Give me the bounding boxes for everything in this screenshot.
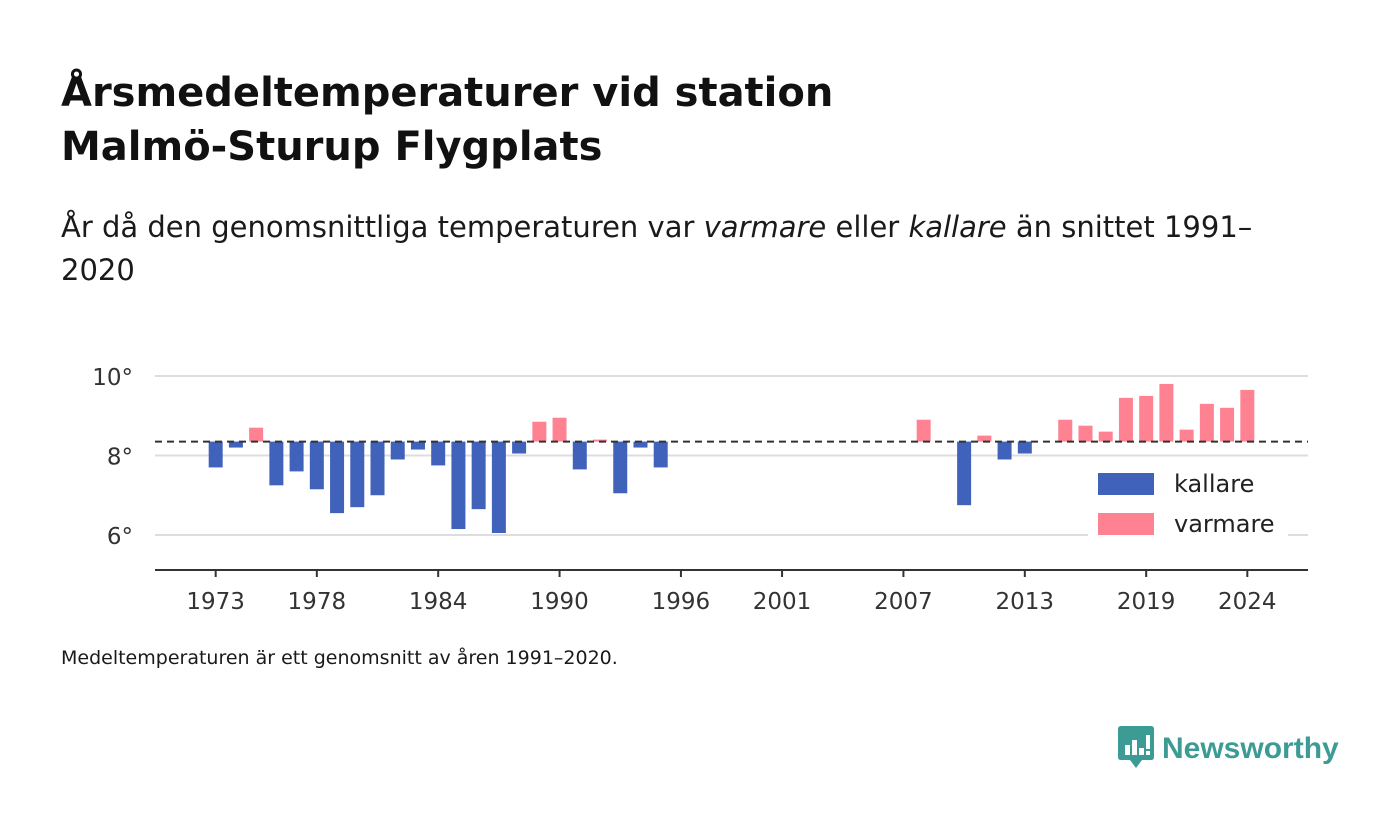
bars-layer	[208, 383, 1255, 534]
bar-kallare	[451, 441, 466, 530]
x-tick-label: 1973	[186, 589, 245, 615]
x-tick-label: 1978	[288, 589, 347, 615]
subtitle-part-3: än snittet 1991–2020	[61, 210, 1253, 287]
bar-kallare	[1017, 441, 1032, 454]
x-tick-label: 2007	[874, 589, 933, 615]
bar-kallare	[997, 441, 1012, 460]
bar-varmare	[1058, 419, 1073, 442]
bar-varmare	[1159, 383, 1174, 442]
bar-kallare	[491, 441, 506, 534]
bar-varmare	[977, 435, 992, 442]
bar-kallare	[410, 441, 425, 450]
y-tick-label: 6°	[107, 524, 133, 550]
axis-layer: 6° 8° 10° 1973 1978 1984 1990 1996 2001 2007 2013 2…	[92, 365, 1308, 615]
bar-kallare	[512, 441, 527, 454]
x-tick-label: 1996	[652, 589, 711, 615]
subtitle-part-2: eller	[826, 210, 909, 244]
bar-varmare	[1118, 397, 1133, 442]
x-tick-label: 2024	[1218, 589, 1277, 615]
bar-kallare	[289, 441, 304, 472]
bar-kallare	[957, 441, 972, 506]
bar-varmare	[532, 421, 547, 442]
bar-varmare	[1078, 425, 1093, 442]
bar-varmare	[1139, 395, 1154, 442]
bar-varmare	[249, 427, 264, 442]
bar-kallare	[330, 441, 345, 514]
legend-swatch-kallare	[1098, 473, 1154, 495]
x-tick-label: 2013	[996, 589, 1055, 615]
bar-kallare	[370, 441, 385, 496]
chart-subtitle: År då den genomsnittliga temperaturen va…	[61, 206, 1311, 292]
bar-kallare	[431, 441, 446, 466]
subtitle-emphasis-warmer: varmare	[703, 210, 827, 244]
title-line-2: Malmö-Sturup Flygplats	[61, 124, 603, 170]
bar-varmare	[916, 419, 931, 442]
newsworthy-logo-icon	[1118, 726, 1154, 768]
bar-varmare	[1098, 431, 1113, 442]
bar-kallare	[572, 441, 587, 470]
footnote: Medeltemperaturen är ett genomsnitt av å…	[61, 647, 618, 669]
bar-kallare	[208, 441, 223, 468]
bar-kallare	[613, 441, 628, 494]
bar-varmare	[1179, 429, 1194, 442]
subtitle-part-1: År då den genomsnittliga temperaturen va…	[61, 210, 704, 244]
bar-kallare	[309, 441, 324, 490]
legend-label-kallare: kallare	[1174, 470, 1254, 498]
brand-name: Newsworthy	[1162, 732, 1339, 765]
bar-varmare	[1240, 389, 1255, 442]
bar-kallare	[633, 441, 648, 448]
bar-kallare	[653, 441, 668, 468]
y-tick-label: 8°	[107, 445, 133, 471]
bar-varmare	[1199, 403, 1214, 442]
bar-kallare	[228, 441, 243, 448]
brand-logo[interactable]: Newsworthy	[1118, 726, 1339, 772]
bar-varmare	[552, 417, 567, 442]
bar-kallare	[390, 441, 405, 460]
legend-swatch-varmare	[1098, 513, 1154, 535]
y-tick-label: 10°	[92, 365, 133, 391]
x-tick-label: 1984	[409, 589, 468, 615]
legend-label-varmare: varmare	[1174, 510, 1275, 538]
chart-legend: kallare varmare	[1088, 464, 1288, 538]
bar-kallare	[471, 441, 486, 510]
bar-varmare	[1220, 407, 1235, 442]
x-tick-label: 1990	[530, 589, 589, 615]
bar-kallare	[269, 441, 284, 486]
x-tick-label: 2019	[1117, 589, 1176, 615]
temperature-bar-chart: 6° 8° 10° 1973 1978 1984 1990 1996 2001 2007 2013 2…	[92, 365, 1308, 615]
bar-kallare	[350, 441, 365, 508]
subtitle-emphasis-colder: kallare	[908, 210, 1007, 244]
x-tick-label: 2001	[753, 589, 812, 615]
chart-title: Årsmedeltemperaturer vid station Malmö-S…	[61, 66, 1161, 174]
title-line-1: Årsmedeltemperaturer vid station	[61, 70, 834, 116]
